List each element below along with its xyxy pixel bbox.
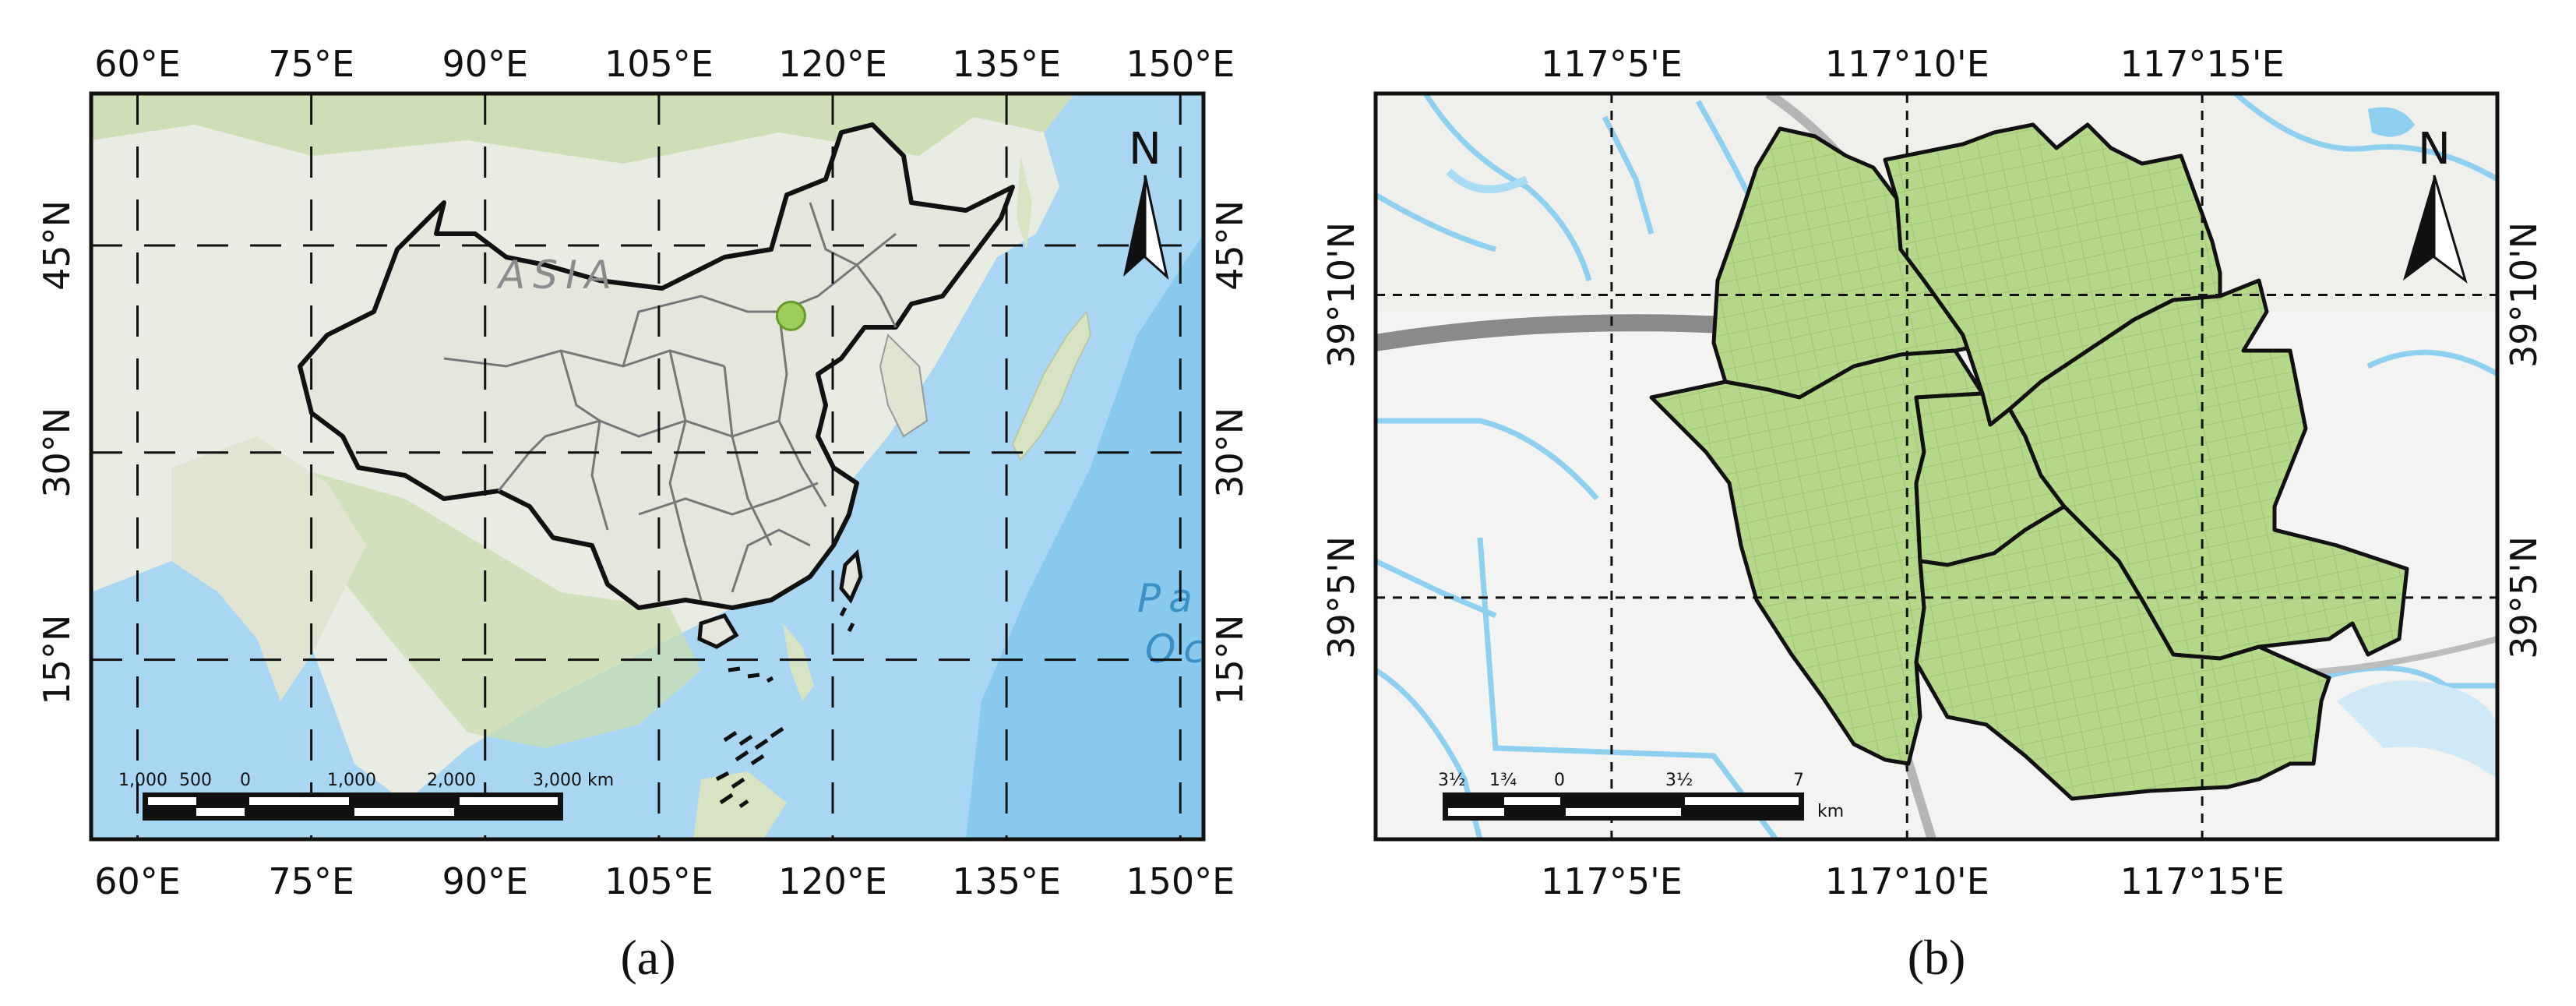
panel-a-x-tick-bottom: 120°E [778,860,887,902]
panel-a-x-tick-top: 60°E [94,43,181,85]
panel-b-caption: (b) [1908,930,1966,985]
panel-a-y-tick-left: 30°N [36,408,78,498]
svg-text:km: km [1817,802,1844,821]
ocean-label-line1: Pa [1137,576,1200,621]
panel-a-korea [879,334,929,438]
panel-a-x-tick-top: 75°E [268,43,354,85]
panel-a-india [171,436,366,701]
panel-a-y-tick-right: 15°N [1209,615,1251,705]
svg-text:7: 7 [1793,771,1804,790]
panel-b: N 3½ 1¾ 0 3½ 7 km 117°5'E 117°5'E 117°10'E… [1320,43,2545,985]
panel-b-x-tick-bottom: 117°10'E [1825,860,1989,902]
svg-text:500: 500 [179,771,212,790]
panel-b-x-tick-top: 117°5'E [1541,43,1683,85]
continent-label: ASIA [496,252,619,298]
panel-a-graticule [91,94,1203,839]
svg-text:1¾: 1¾ [1489,771,1517,790]
panel-b-tick-labels: 117°5'E 117°5'E 117°10'E 117°10'E 117°15'E 11… [1320,43,2545,902]
panel-a-x-tick-bottom: 105°E [604,860,714,902]
panel-a-x-tick-top: 105°E [604,43,714,85]
panel-a-x-tick-bottom: 75°E [268,860,354,902]
panel-a-x-tick-top: 90°E [442,43,528,85]
panel-a-basemap [91,94,1203,839]
north-arrow-a: N [1123,124,1169,281]
district-northeast [1883,122,2222,427]
panel-b-x-tick-top: 117°15'E [2120,43,2285,85]
district-west [1649,348,1985,766]
svg-text:3½: 3½ [1438,771,1465,790]
panel-b-y-tick-right: 39°5'N [2503,536,2545,659]
svg-text:1,000: 1,000 [327,771,376,790]
panel-a-frame [89,91,1206,842]
district-south [1914,504,2331,801]
svg-text:N: N [2418,124,2451,175]
panel-b-x-tick-top: 117°10'E [1825,43,1989,85]
panel-a-y-tick-right: 45°N [1209,200,1251,291]
panel-b-highway [1376,314,1792,351]
panel-b-frame [1373,91,2500,842]
panel-a-x-tick-bottom: 150°E [1126,860,1235,902]
panel-a-caption: (a) [620,930,675,985]
panel-a: ASIA Pa Oc N 1,000 500 0 1,000 2,000 3,0… [36,43,1251,985]
study-area-districts [1649,122,2409,801]
panel-b-graticule [1376,94,2497,839]
svg-text:N: N [1129,124,1161,175]
panel-b-y-tick-right: 39°10'N [2503,222,2545,368]
panel-a-deep-ocean [966,234,1203,839]
panel-b-y-tick-left: 39°10'N [1320,222,1362,368]
svg-text:3,000 km: 3,000 km [533,771,614,790]
ocean-label-line2: Oc [1145,627,1213,672]
panel-a-vegetation [91,94,1075,164]
panel-b-channel [1446,168,1529,193]
panel-a-ocean [91,94,1203,839]
panel-a-y-tick-right: 30°N [1209,408,1251,498]
panel-a-philippines [783,623,814,701]
taiwan-island [839,549,863,604]
panel-a-tick-labels: 60°E 60°E 75°E 75°E 90°E 90°E 105°E 105°E 120°E 1… [36,43,1251,902]
panel-a-x-tick-top: 135°E [952,43,1061,85]
panel-b-x-tick-bottom: 117°15'E [2120,860,2285,902]
province-boundaries [443,202,897,601]
panel-b-y-tick-left: 39°5'N [1320,536,1362,659]
hainan-island [697,612,739,649]
south-china-sea-islands [715,606,855,809]
scale-bar-a: 1,000 500 0 1,000 2,000 3,000 km [118,771,614,821]
panel-a-x-tick-top: 150°E [1126,43,1235,85]
panel-a-x-tick-bottom: 90°E [442,860,528,902]
svg-text:0: 0 [1554,771,1565,790]
panel-b-lake [2368,107,2415,137]
scale-bar-b: 3½ 1¾ 0 3½ 7 km [1438,771,1844,821]
north-arrow-b: N [2403,124,2468,284]
panel-a-x-tick-bottom: 60°E [94,860,181,902]
panel-b-river-se [2337,680,2497,779]
svg-text:2,000: 2,000 [427,771,476,790]
svg-text:1,000: 1,000 [118,771,167,790]
panel-a-sakhalin [1017,156,1032,249]
panel-a-x-tick-top: 120°E [778,43,887,85]
svg-text:0: 0 [240,771,251,790]
panel-a-x-tick-bottom: 135°E [952,860,1061,902]
panel-b-x-tick-bottom: 117°5'E [1541,860,1683,902]
study-area-point [775,300,806,331]
panel-a-y-tick-left: 45°N [36,200,78,291]
panel-a-y-tick-left: 15°N [36,615,78,705]
svg-text:3½: 3½ [1665,771,1693,790]
panel-a-vegetation-south [296,468,701,748]
